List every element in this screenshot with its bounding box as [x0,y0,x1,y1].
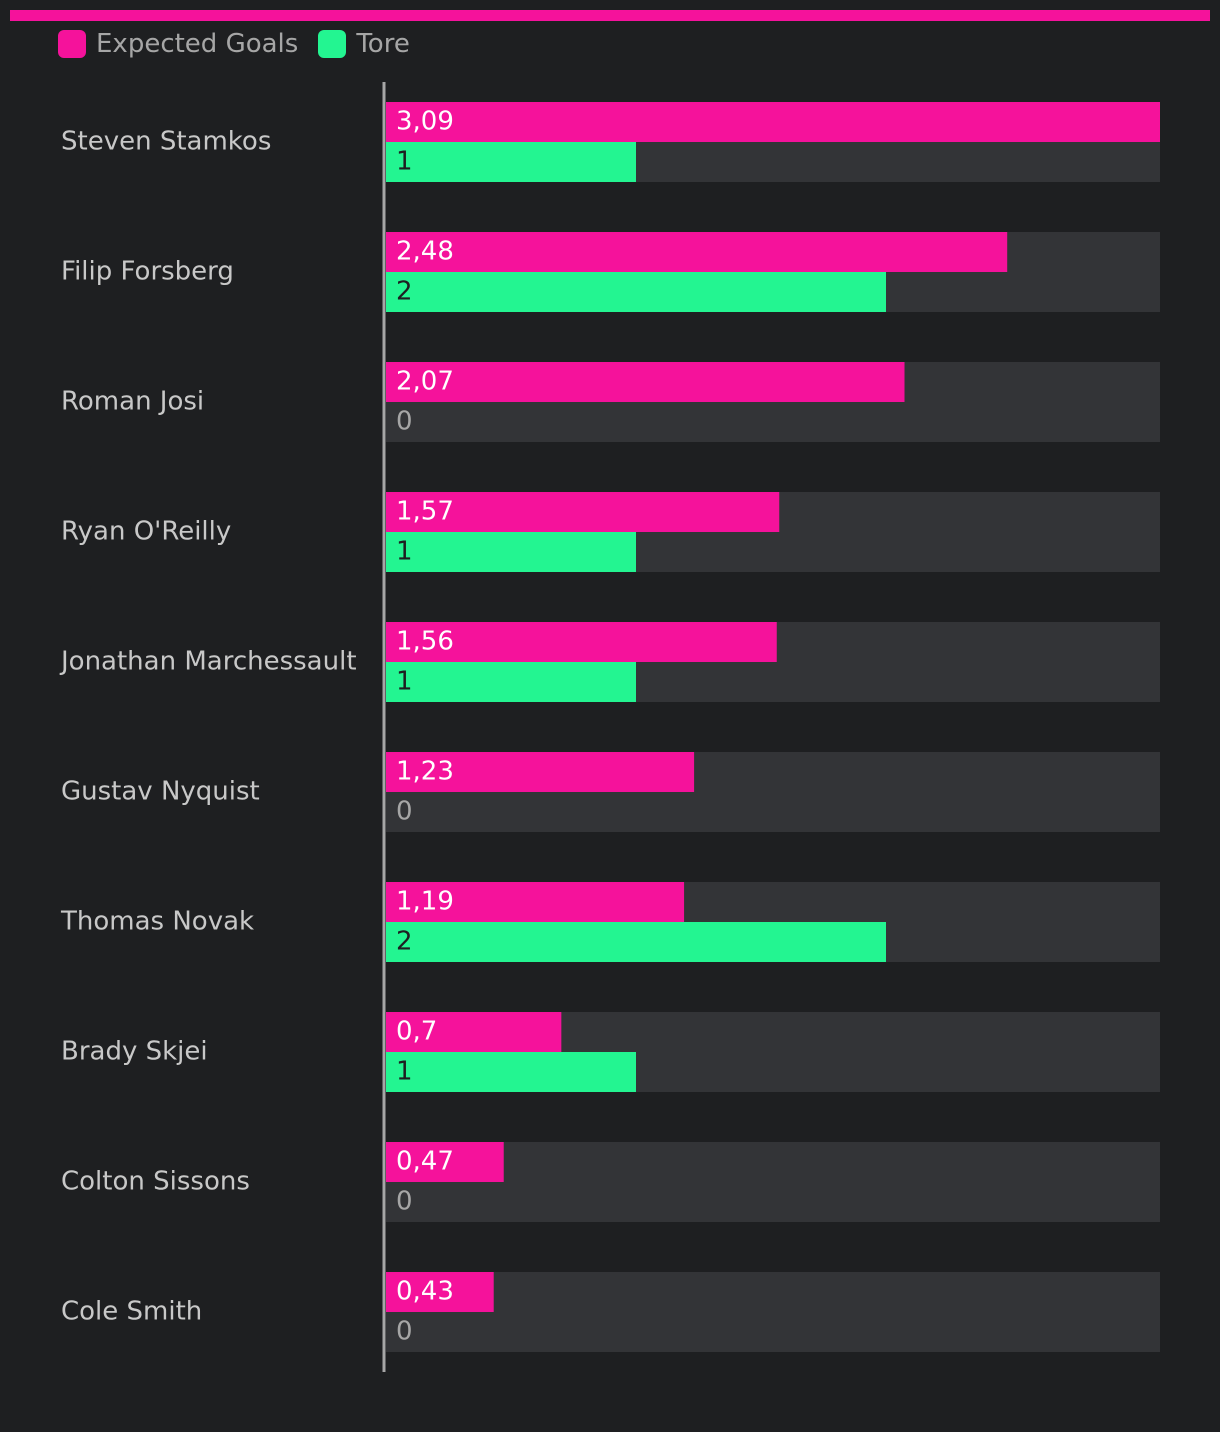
bar-expected-goals [386,1012,562,1052]
bar-expected-goals [386,622,777,662]
value-label-tore: 1 [396,537,413,567]
bar-expected-goals [386,492,780,532]
value-label-expected-goals: 0,43 [396,1277,454,1307]
value-label-tore: 0 [396,1317,413,1347]
category-label: Thomas Novak [60,907,254,937]
bar-expected-goals [386,882,685,922]
legend-label-expected-goals: Expected Goals [96,29,299,59]
value-label-tore: 2 [396,927,413,957]
value-label-expected-goals: 1,56 [396,627,454,657]
bar-expected-goals [386,102,1160,142]
value-label-expected-goals: 1,57 [396,497,454,527]
top-accent-bar [10,10,1210,21]
bar-tore [386,1052,636,1092]
category-label: Cole Smith [61,1297,202,1327]
bar-expected-goals [386,232,1008,272]
value-label-tore: 1 [396,147,413,177]
category-label: Ryan O'Reilly [61,517,231,547]
bar-expected-goals [386,752,695,792]
value-label-expected-goals: 2,07 [396,367,454,397]
bar-track [386,1272,1160,1352]
value-label-tore: 2 [396,277,413,307]
category-label: Steven Stamkos [61,127,271,157]
value-label-expected-goals: 2,48 [396,237,454,267]
bar-tore [386,662,636,702]
category-label: Roman Josi [61,387,204,417]
value-label-expected-goals: 1,19 [396,887,454,917]
bar-expected-goals [386,362,905,402]
bar-track [386,1142,1160,1222]
value-label-expected-goals: 1,23 [396,757,454,787]
legend: Expected Goals Tore [58,28,430,60]
value-label-expected-goals: 0,7 [396,1017,437,1047]
bar-tore [386,532,636,572]
value-label-tore: 0 [396,1187,413,1217]
value-label-tore: 0 [396,407,413,437]
legend-label-tore: Tore [356,29,410,59]
bar-tore [386,272,886,312]
value-label-tore: 0 [396,797,413,827]
bar-tore [386,922,886,962]
value-label-expected-goals: 3,09 [396,107,454,137]
bar-expected-goals [386,1272,494,1312]
legend-item-expected-goals[interactable]: Expected Goals [58,28,298,60]
category-label: Filip Forsberg [61,257,234,287]
value-label-tore: 1 [396,1057,413,1087]
legend-item-tore[interactable]: Tore [318,28,410,60]
bar-tore [386,142,636,182]
category-label: Colton Sissons [61,1167,250,1197]
legend-swatch-expected-goals [58,30,86,58]
value-label-tore: 1 [396,667,413,697]
legend-swatch-tore [318,30,347,58]
category-label: Jonathan Marchessault [59,647,357,677]
bar-expected-goals [386,1142,504,1182]
category-label: Gustav Nyquist [61,777,260,807]
category-label: Brady Skjei [61,1037,208,1067]
value-label-expected-goals: 0,47 [396,1147,454,1177]
